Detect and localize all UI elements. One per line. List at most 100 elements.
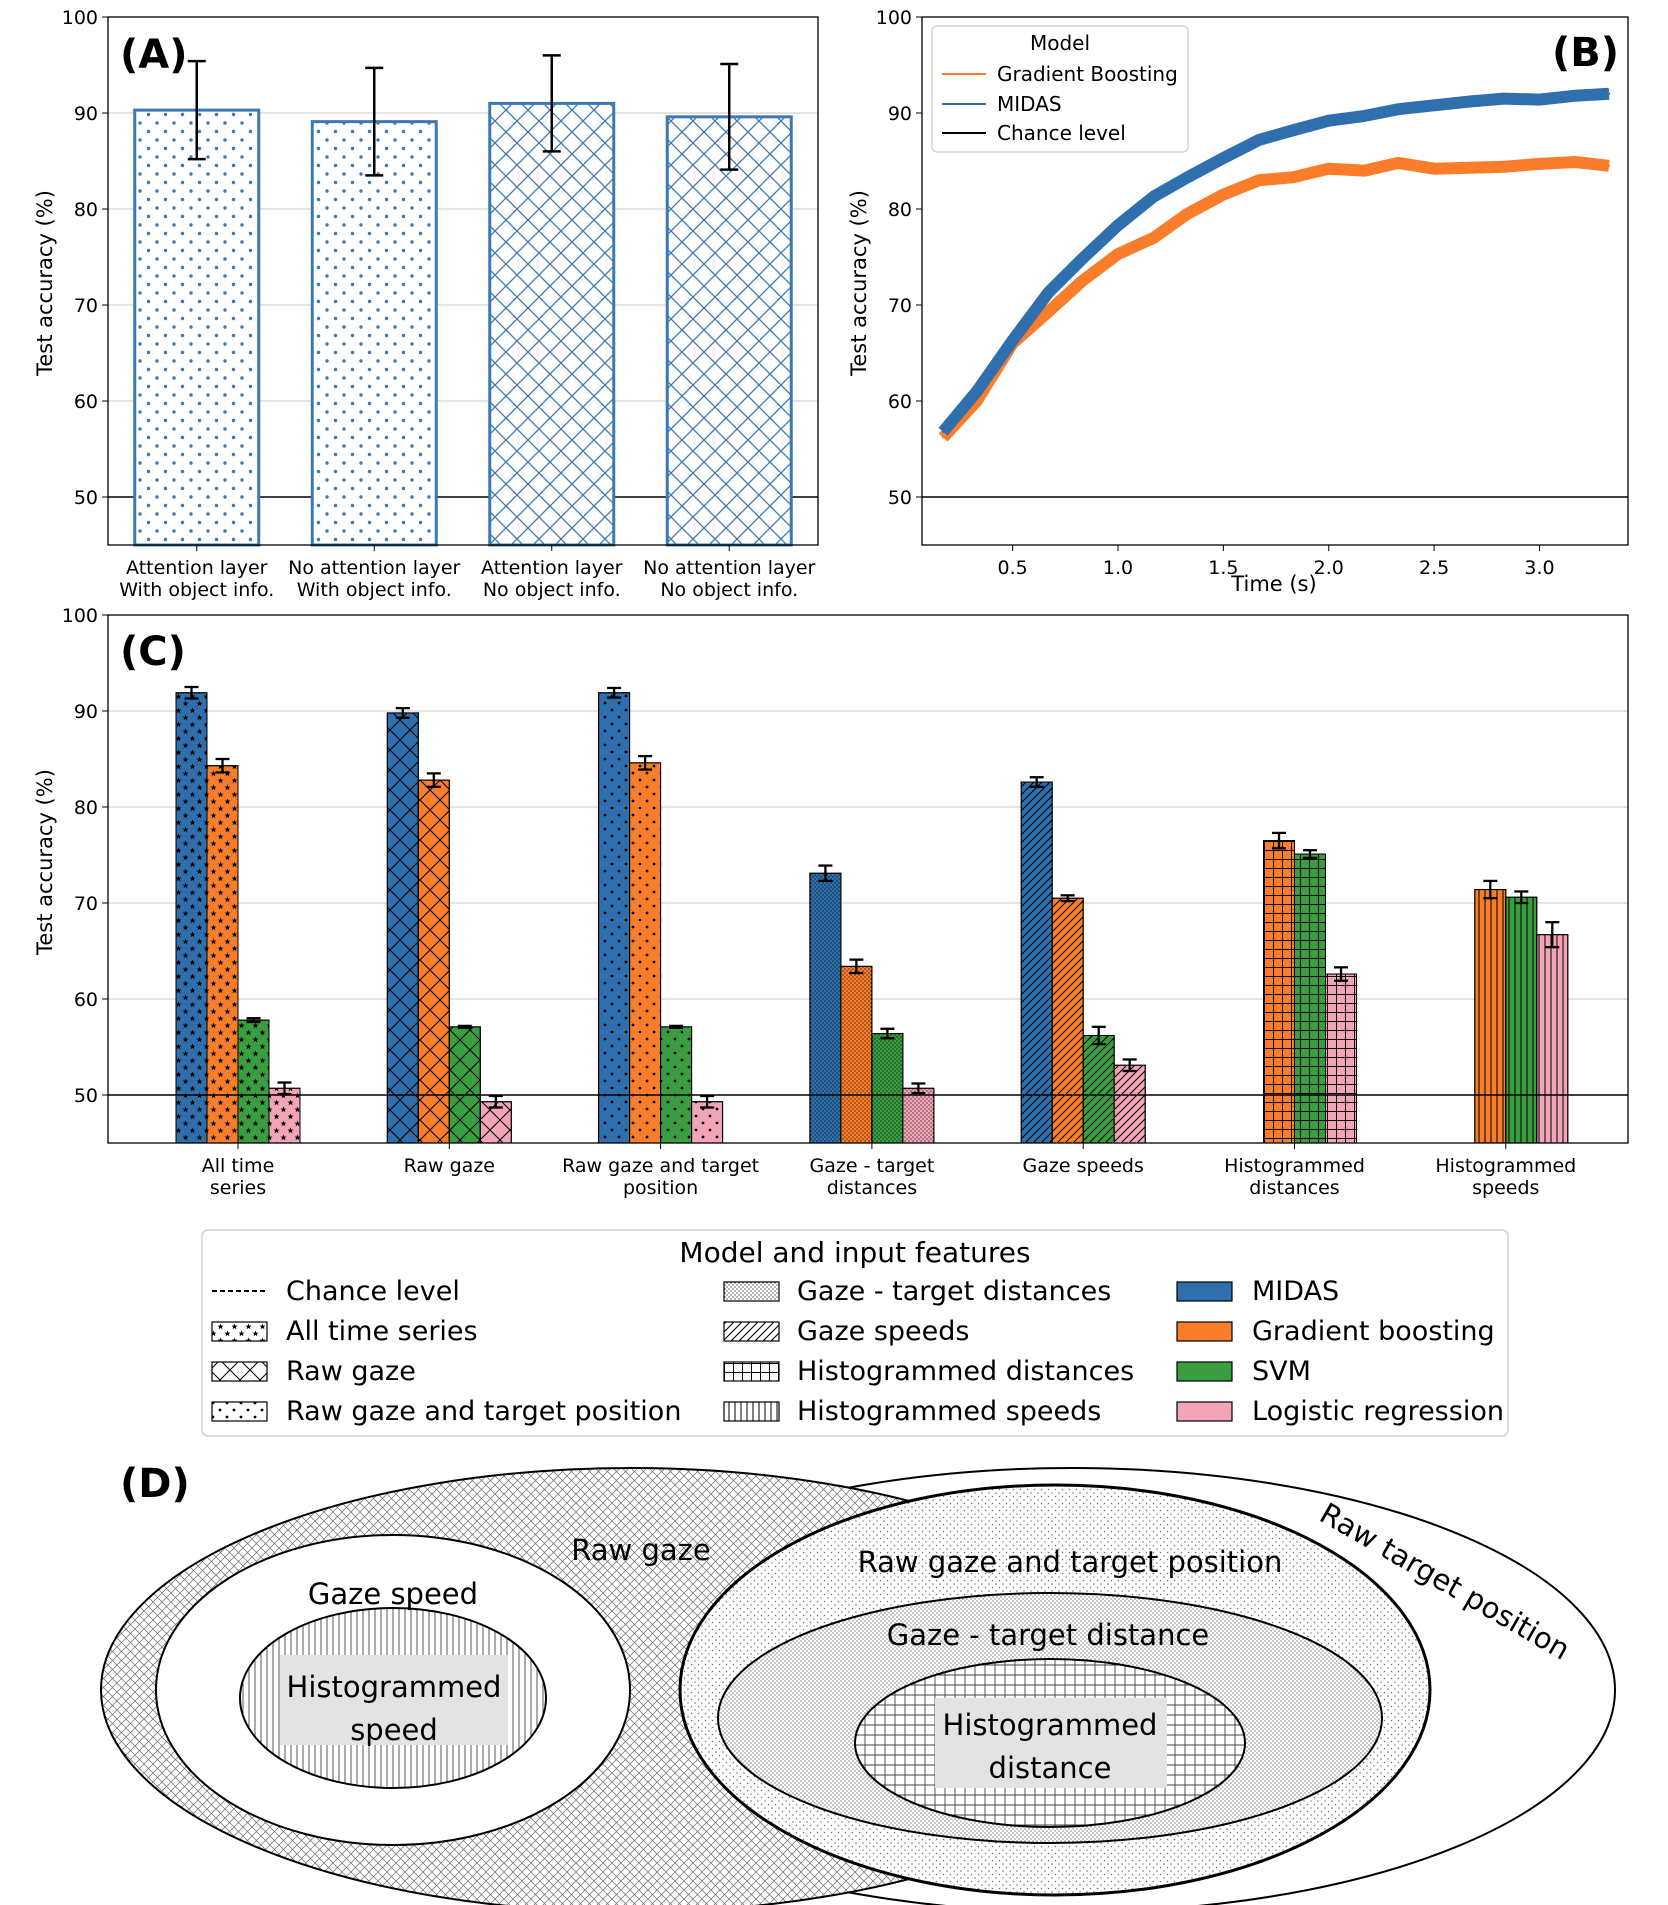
c-legend-swatch xyxy=(211,1361,268,1382)
c-bar-hatch xyxy=(871,1033,904,1144)
b-data-point xyxy=(1327,119,1330,122)
b-data-point xyxy=(1116,252,1120,256)
b-data-point xyxy=(1502,165,1505,168)
b-data-point xyxy=(1502,97,1505,100)
c-legend-label: SVM xyxy=(1252,1356,1311,1387)
b-ytick-label: 100 xyxy=(876,7,912,29)
c-legend-label: Histogrammed speeds xyxy=(797,1396,1101,1427)
b-xtick-label: 2.0 xyxy=(1314,557,1344,579)
panel-d: (D) Raw gaze Gaze speed Histogrammed spe… xyxy=(100,1461,1616,1905)
c-bar-hatch xyxy=(1294,853,1326,1144)
c-ytick-label: 90 xyxy=(74,701,98,723)
b-data-point xyxy=(1080,279,1084,283)
c-legend-label: Gaze - target distances xyxy=(797,1276,1111,1307)
a-xtick-label: Attention layer xyxy=(126,557,268,579)
b-ylabel: Test accuracy (%) xyxy=(847,190,871,377)
b-xlabel: Time (s) xyxy=(1230,572,1316,596)
b-data-point xyxy=(1291,176,1295,179)
c-bar-hatch xyxy=(840,965,873,1144)
c-bar-hatch xyxy=(598,692,631,1144)
a-xtick-label: No attention layer xyxy=(288,557,460,579)
b-xtick-label: 1.0 xyxy=(1103,557,1133,579)
b-data-point xyxy=(1080,257,1084,261)
b-xtick-label: 0.5 xyxy=(998,557,1028,579)
c-bar-hatch xyxy=(1325,973,1357,1144)
c-legend-label: MIDAS xyxy=(1252,1276,1339,1307)
c-ytick-label: 50 xyxy=(74,1085,98,1107)
c-bar-hatch xyxy=(1474,889,1507,1144)
b-data-point xyxy=(1047,310,1050,313)
a-bar xyxy=(488,101,616,547)
c-legend-swatch xyxy=(723,1281,780,1302)
b-data-point xyxy=(1222,193,1225,196)
c-legend-label: Chance level xyxy=(286,1276,460,1307)
a-ylabel: Test accuracy (%) xyxy=(33,190,57,377)
c-bar-hatch xyxy=(386,712,419,1144)
b-data-point xyxy=(1152,195,1156,198)
c-ytick-label: 100 xyxy=(62,605,98,627)
c-ytick-label: 80 xyxy=(74,797,98,819)
histogrammed-distance-label-bg xyxy=(935,1698,1167,1788)
c-legend-label: Raw gaze xyxy=(286,1356,416,1387)
b-data-point xyxy=(1538,98,1541,101)
b-data-point xyxy=(1047,291,1050,294)
b-data-point xyxy=(941,436,945,439)
c-legend-swatch xyxy=(723,1401,780,1422)
c-xtick-label: Gaze - target xyxy=(810,1155,935,1177)
b-data-point xyxy=(1291,129,1295,132)
c-legend-swatch xyxy=(723,1321,780,1342)
b-data-point xyxy=(1152,236,1156,239)
a-ytick-label: 50 xyxy=(74,487,98,509)
c-legend-label: Histogrammed distances xyxy=(797,1356,1134,1387)
c-legend-label: Raw gaze and target position xyxy=(286,1396,681,1427)
b-ytick-label: 60 xyxy=(888,391,912,413)
a-xtick-label: No object info. xyxy=(483,579,621,601)
b-data-point xyxy=(1607,92,1611,96)
b-legend: Model Gradient Boosting MIDAS Chance lev… xyxy=(931,25,1189,153)
b-plot-frame xyxy=(921,16,1629,546)
c-bar-hatch xyxy=(1020,781,1053,1144)
c-legend-label: Gradient boosting xyxy=(1252,1316,1495,1347)
c-xtick-label: position xyxy=(623,1177,698,1199)
b-legend-title: Model xyxy=(1030,31,1090,55)
a-ytick-label: 100 xyxy=(62,7,98,29)
c-xtick-label: Gaze speeds xyxy=(1023,1155,1144,1177)
c-bar-hatch xyxy=(629,762,662,1144)
b-xtick-label: 3.0 xyxy=(1524,557,1554,579)
histogrammed-speed-label-2: speed xyxy=(350,1713,438,1747)
b-data-point xyxy=(1432,104,1436,107)
c-legend-swatch xyxy=(1176,1321,1233,1342)
c-ylabel: Test accuracy (%) xyxy=(33,769,57,956)
c-legend-swatch xyxy=(1176,1361,1233,1382)
c-xtick-label: distances xyxy=(827,1177,917,1199)
gaze-speed-label: Gaze speed xyxy=(308,1577,478,1611)
c-bar-hatch xyxy=(268,1087,301,1144)
c-legend-swatch xyxy=(211,1401,268,1422)
a-xtick-label: No attention layer xyxy=(643,557,815,579)
b-legend-gb: Gradient Boosting xyxy=(997,62,1178,86)
b-xtick-label: 1.5 xyxy=(1208,557,1238,579)
b-data-point xyxy=(1363,114,1366,118)
gaze-target-distance-label: Gaze - target distance xyxy=(887,1618,1209,1652)
c-xtick-label: Raw gaze and target xyxy=(562,1155,759,1177)
b-data-point xyxy=(1186,212,1189,215)
b-ytick-label: 70 xyxy=(888,295,912,317)
histogrammed-speed-label-bg xyxy=(280,1655,508,1745)
a-xtick-label: No object info. xyxy=(660,579,798,601)
c-plot-frame xyxy=(107,614,1629,1144)
c-xtick-label: All time xyxy=(202,1155,275,1177)
c-bar-hatch xyxy=(237,1019,270,1144)
c-legend-title: Model and input features xyxy=(679,1236,1030,1269)
c-bar-hatch xyxy=(1505,896,1538,1144)
b-panel-label: (B) xyxy=(1552,30,1619,76)
a-panel-label: (A) xyxy=(120,32,188,78)
c-ytick-label: 60 xyxy=(74,989,98,1011)
c-bar-hatch xyxy=(1051,897,1084,1144)
c-bar-hatch xyxy=(1113,1064,1146,1144)
histogrammed-distance-label-2: distance xyxy=(989,1751,1112,1785)
a-xtick-label: With object info. xyxy=(119,579,274,601)
c-bar-hatch xyxy=(417,779,450,1144)
a-ytick-label: 70 xyxy=(74,295,98,317)
